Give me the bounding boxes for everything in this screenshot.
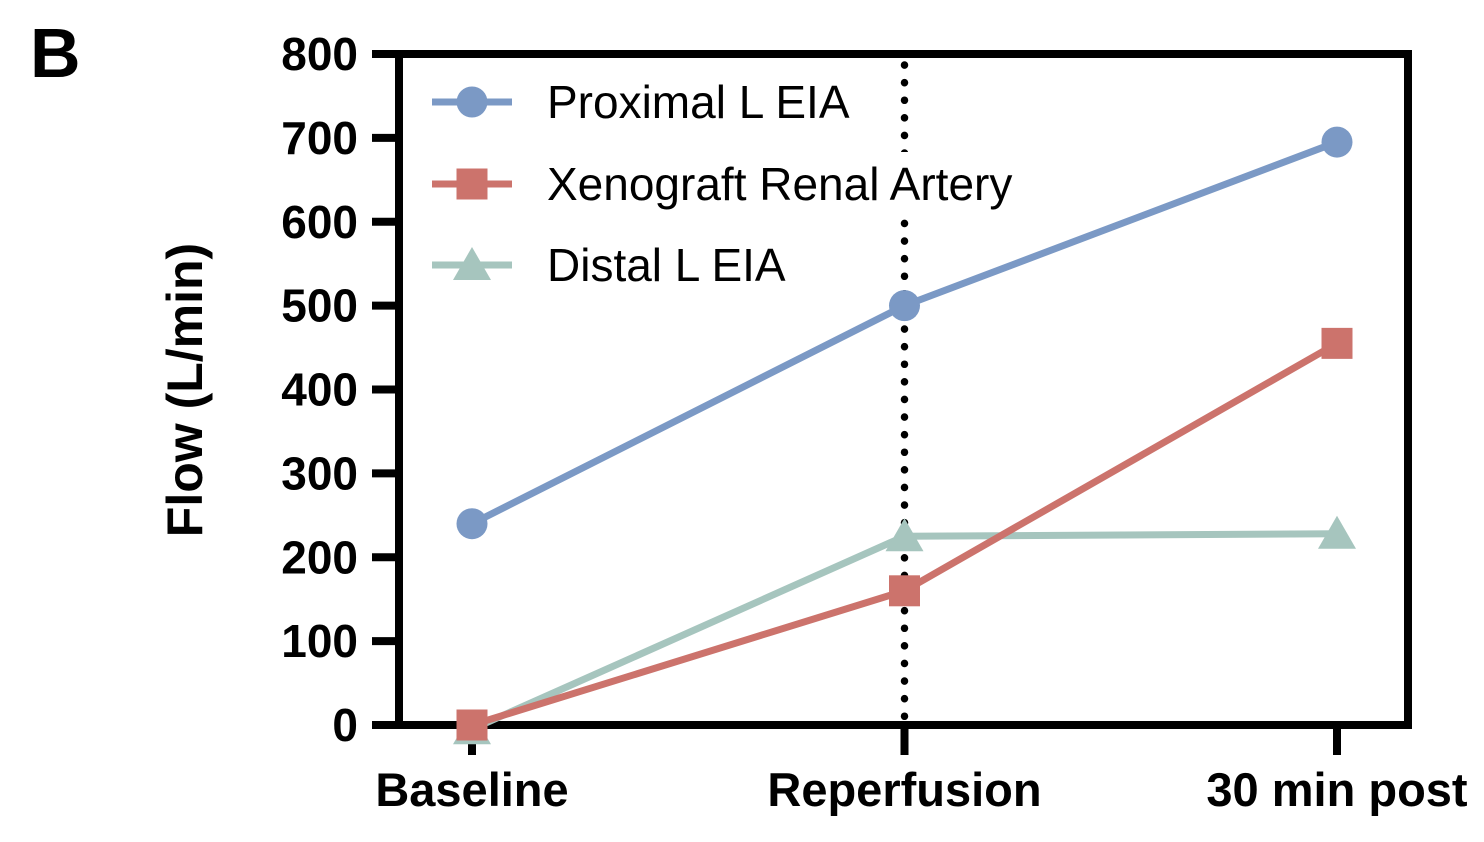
legend-distal-l-eia-triangle-marker	[453, 247, 491, 280]
point-distal-l-eia-1-triangle-marker	[885, 518, 924, 552]
point-proximal-l-eia-0-circle-marker	[456, 508, 488, 540]
y-tick-label-500: 500	[281, 280, 358, 332]
y-tick-label-600: 600	[281, 196, 358, 248]
legend-xenograft-renal-artery-square-marker	[456, 168, 488, 200]
point-xenograft-renal-artery-0-square-marker	[456, 709, 488, 741]
panel-label: B	[30, 14, 81, 92]
y-tick-label-100: 100	[281, 615, 358, 667]
x-category-label-reperfusion: Reperfusion	[767, 763, 1041, 816]
y-tick-label-700: 700	[281, 112, 358, 164]
legend-label-bg-proximal-l-eia	[539, 70, 858, 134]
x-category-label-30-min-post: 30 min post	[1206, 763, 1468, 816]
legend-label-xenograft-renal-artery: Xenograft Renal Artery	[547, 158, 1012, 210]
point-xenograft-renal-artery-1-square-marker	[889, 575, 920, 607]
point-xenograft-renal-artery-2-square-marker	[1321, 327, 1353, 359]
y-tick-label-800: 800	[281, 28, 358, 80]
x-category-label-baseline: Baseline	[375, 763, 568, 816]
legend-label-distal-l-eia: Distal L EIA	[547, 239, 786, 291]
y-tick-label-300: 300	[281, 447, 358, 499]
point-proximal-l-eia-1-circle-marker	[889, 290, 920, 322]
y-tick-label-0: 0	[332, 699, 358, 751]
y-tick-label-200: 200	[281, 531, 358, 583]
point-distal-l-eia-2-triangle-marker	[1318, 515, 1356, 549]
y-tick-label-400: 400	[281, 364, 358, 416]
legend-label-bg-distal-l-eia	[539, 233, 794, 297]
y-axis-title: Flow (L/min)	[157, 243, 213, 537]
legend-label-bg-xenograft-renal-artery	[539, 152, 1021, 216]
point-proximal-l-eia-2-circle-marker	[1321, 126, 1353, 158]
legend-proximal-l-eia-circle-marker	[456, 86, 488, 118]
legend-label-proximal-l-eia: Proximal L EIA	[547, 76, 850, 128]
